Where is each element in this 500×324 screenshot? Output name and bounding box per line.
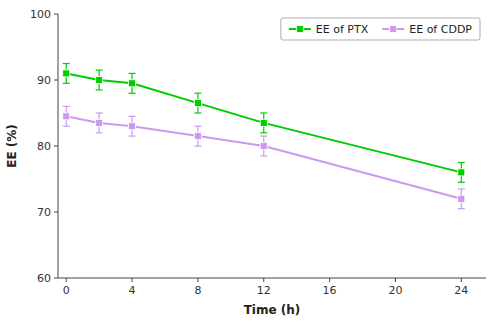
data-point: [63, 113, 70, 120]
error-bar: [260, 113, 267, 133]
error-bar: [129, 73, 136, 93]
error-bar: [129, 116, 136, 136]
error-bar-cap: [129, 116, 136, 117]
y-tick: [54, 278, 58, 279]
legend-label: EE of CDDP: [409, 23, 472, 36]
error-bar-cap: [129, 136, 136, 137]
y-axis-label: EE (%): [5, 124, 19, 168]
series-0: [63, 64, 465, 183]
error-bar-cap: [63, 106, 70, 107]
legend-swatch-marker: [296, 26, 303, 33]
error-bar-cap: [194, 112, 201, 113]
legend-item: EE of PTX: [289, 23, 369, 36]
plot-area: [63, 64, 465, 209]
y-tick: [54, 14, 58, 15]
error-bar-cap: [260, 132, 267, 133]
error-bar: [458, 189, 465, 209]
error-bar: [458, 163, 465, 183]
x-axis-line: [58, 278, 486, 279]
y-tick-label: 90: [37, 74, 51, 87]
data-point: [458, 169, 465, 176]
x-tick: [263, 278, 264, 282]
data-point: [260, 119, 267, 126]
error-bar-cap: [260, 155, 267, 156]
y-tick-label: 60: [37, 272, 51, 285]
error-bar: [194, 93, 201, 113]
x-tick: [66, 278, 67, 282]
legend-label: EE of PTX: [316, 23, 369, 36]
x-axis-label: Time (h): [244, 303, 301, 317]
error-bar: [260, 136, 267, 156]
error-bar-cap: [63, 63, 70, 64]
error-bar: [96, 113, 103, 133]
y-tick-label: 70: [37, 206, 51, 219]
error-bar: [96, 70, 103, 90]
x-tick-label: 20: [388, 284, 402, 297]
error-bar-cap: [194, 145, 201, 146]
x-tick: [329, 278, 330, 282]
data-point: [129, 123, 136, 130]
x-tick-label: 24: [454, 284, 468, 297]
error-bar-cap: [96, 132, 103, 133]
error-bar-cap: [260, 112, 267, 113]
x-tick: [395, 278, 396, 282]
x-tick-label: 4: [129, 284, 136, 297]
error-bar-cap: [63, 126, 70, 127]
legend: EE of PTX EE of CDDP: [281, 18, 480, 40]
data-point: [194, 133, 201, 140]
legend-item: EE of CDDP: [382, 23, 472, 36]
error-bar: [63, 106, 70, 126]
data-point: [129, 80, 136, 87]
error-bar-cap: [129, 93, 136, 94]
x-tick-label: 12: [257, 284, 271, 297]
error-bar: [194, 126, 201, 146]
data-point: [96, 77, 103, 84]
error-bar-cap: [458, 162, 465, 163]
error-bar-cap: [96, 69, 103, 70]
error-bar-cap: [63, 83, 70, 84]
x-tick: [461, 278, 462, 282]
series-line: [66, 73, 461, 172]
error-bar-cap: [129, 73, 136, 74]
x-tick-label: 0: [63, 284, 70, 297]
y-tick: [54, 146, 58, 147]
data-point: [260, 143, 267, 150]
x-tick: [132, 278, 133, 282]
y-tick-label: 80: [37, 140, 51, 153]
y-tick-label: 100: [30, 8, 51, 21]
error-bar-cap: [96, 89, 103, 90]
x-tick: [197, 278, 198, 282]
data-point: [63, 70, 70, 77]
data-point: [458, 195, 465, 202]
error-bar: [63, 64, 70, 84]
data-point: [96, 119, 103, 126]
error-bar-cap: [96, 112, 103, 113]
error-bar-cap: [458, 182, 465, 183]
x-tick-label: 16: [323, 284, 337, 297]
error-bar-cap: [260, 136, 267, 137]
error-bar-cap: [458, 208, 465, 209]
legend-box: [281, 18, 480, 40]
x-tick-label: 8: [194, 284, 201, 297]
axes: 0 4 8 12 16 20 24 60 70 80 90 100: [30, 8, 486, 297]
legend-swatch-marker: [390, 26, 397, 33]
y-tick: [54, 80, 58, 81]
error-bar-cap: [194, 126, 201, 127]
chart-svg: 0 4 8 12 16 20 24 60 70 80 90 100 Time (h) EE (%) EE o…: [0, 0, 500, 324]
chart-container: 0 4 8 12 16 20 24 60 70 80 90 100 Time (h) EE (%) EE o…: [0, 0, 500, 324]
error-bar-cap: [458, 188, 465, 189]
error-bar-cap: [194, 93, 201, 94]
y-tick: [54, 212, 58, 213]
data-point: [194, 100, 201, 107]
